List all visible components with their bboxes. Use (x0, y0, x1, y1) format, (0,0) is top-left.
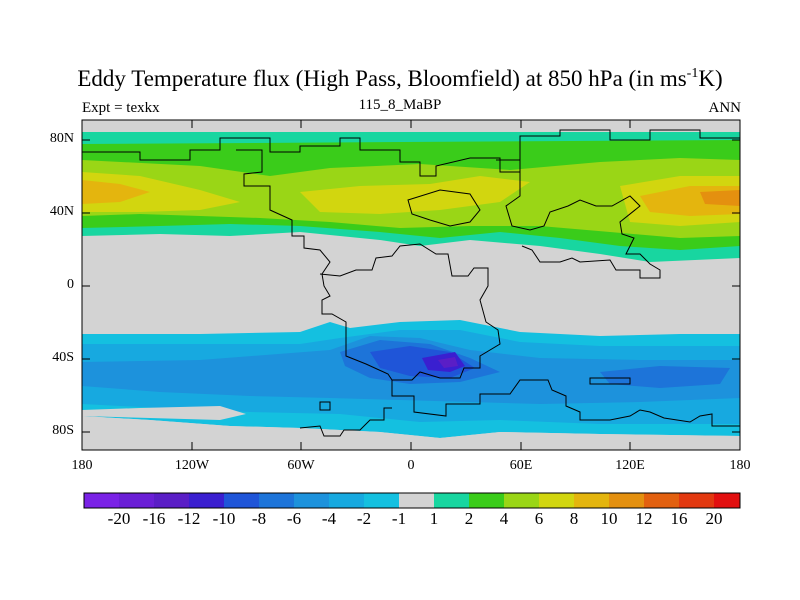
lon-label-180e: 180 (729, 458, 751, 473)
colorbar-label: -1 (391, 509, 407, 528)
colorbar-label: -6 (286, 509, 302, 528)
colorbar-label: -4 (321, 509, 337, 528)
colorbar-swatch-16 (609, 493, 644, 508)
colorbar-swatch-14 (539, 493, 574, 508)
colorbar-swatch-2 (119, 493, 154, 508)
colorbar-swatch-13 (504, 493, 539, 508)
colorbar-label: 6 (534, 509, 544, 528)
gondwana-outline (391, 379, 740, 427)
colorbar-swatch-5 (224, 493, 259, 508)
lon-label-0: 0 (407, 458, 415, 473)
colorbar-swatch-9 (364, 493, 399, 508)
sh-flux-band-12 (438, 357, 458, 368)
colorbar-swatch-8 (329, 493, 364, 508)
southern-grey-patch (82, 416, 740, 450)
colorbar-label: -20 (107, 509, 131, 528)
colorbar-swatch-11 (434, 493, 469, 508)
colorbar-label: -10 (212, 509, 236, 528)
southern-grey-tongue (82, 406, 246, 420)
colorbar-label: 1 (429, 509, 439, 528)
colorbar-swatch-4 (189, 493, 224, 508)
nh-flux-band-10 (700, 190, 740, 206)
continent-outlines (82, 129, 740, 437)
colorbar-label: -2 (356, 509, 372, 528)
nh-flux-band-8 (82, 180, 740, 216)
colorbar-swatch-6 (259, 493, 294, 508)
east-landmass-outline (496, 159, 661, 279)
small-island-outline-2 (319, 401, 331, 411)
colorbar-label: 10 (600, 509, 618, 528)
lat-label-40n: 40N (49, 204, 74, 219)
laurasia-outline (82, 129, 740, 177)
colorbar-swatch-1 (84, 493, 119, 508)
western-landmass-outline (236, 149, 501, 381)
lon-label-120w: 120W (174, 458, 210, 473)
colorbar-swatch-12 (469, 493, 504, 508)
lat-ticks (82, 139, 740, 433)
lat-label-40s: 40S (52, 350, 74, 365)
colorbar (83, 492, 741, 509)
colorbar-swatch-3 (154, 493, 189, 508)
season-label: ANN (708, 100, 742, 116)
lat-label-80s: 80S (52, 423, 74, 438)
colorbar-swatch-17 (644, 493, 679, 508)
colorbar-frame (83, 492, 741, 509)
colorbar-label: 4 (499, 509, 509, 528)
experiment-label: Expt = texkx (82, 100, 160, 116)
colorbar-label: 2 (464, 509, 474, 528)
small-island-outline-1 (589, 377, 631, 385)
lat-label-80n: 80N (49, 131, 74, 146)
colorbar-label: -12 (177, 509, 201, 528)
colorbar-swatch-7 (294, 493, 329, 508)
colorbar-label: 16 (670, 509, 688, 528)
lon-label-60w: 60W (287, 458, 315, 473)
lat-label-0: 0 (67, 277, 74, 292)
lon-label-180w: 180 (71, 458, 93, 473)
map-title: Eddy Temperature flux (High Pass, Bloomf… (77, 66, 723, 91)
colorbar-swatch-19 (714, 493, 740, 508)
lon-label-120e: 120E (615, 458, 645, 473)
inner-basin-outline (407, 189, 481, 227)
colorbar-swatch-10 (399, 493, 434, 508)
lon-label-60e: 60E (509, 458, 533, 473)
colorbar-swatch-15 (574, 493, 609, 508)
colorbar-label: 12 (635, 509, 653, 528)
southern-coast-outline (299, 407, 392, 437)
period-label: 115_8_MaBP (358, 97, 442, 113)
colorbar-label: -16 (142, 509, 166, 528)
colorbar-swatch-18 (679, 493, 714, 508)
colorbar-label: -8 (251, 509, 267, 528)
lon-ticks (81, 120, 741, 450)
colorbar-label: 8 (569, 509, 579, 528)
colorbar-label: 20 (705, 509, 723, 528)
